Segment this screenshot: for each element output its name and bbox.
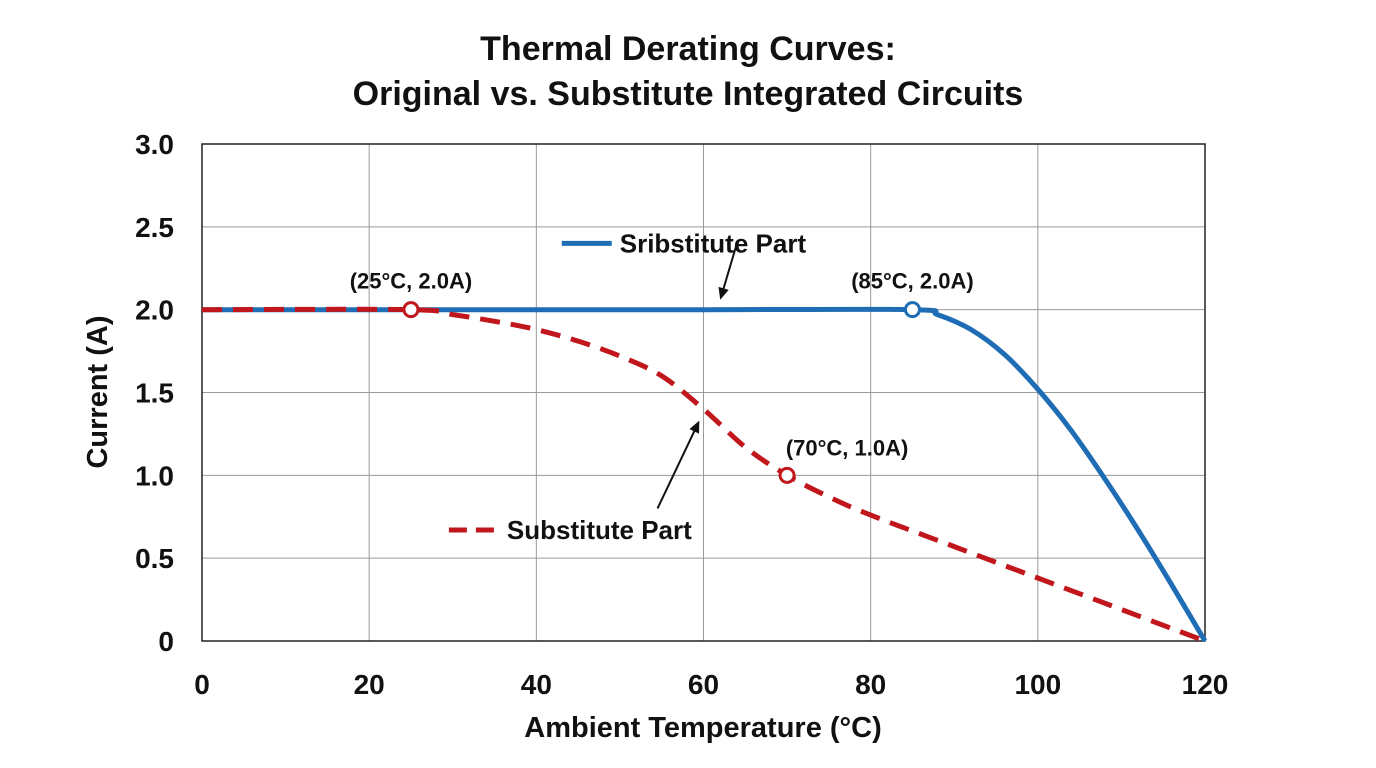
x-axis-label: Ambient Temperature (°C) [524,712,882,744]
data-markers: (25°C, 2.0A) (85°C, 2.0A) (70°C, 1.0A) [350,269,974,484]
data-point-marker [903,301,921,319]
x-tick-label: 100 [1014,669,1061,700]
data-point-label: (85°C, 2.0A) [851,269,974,294]
x-tick-label: 80 [855,669,886,700]
data-point-label: (25°C, 2.0A) [350,269,473,294]
series-lines [201,306,1208,644]
y-tick-label: 0 [158,626,174,657]
x-tick-label: 40 [521,669,552,700]
annotation-arrow-head [689,420,700,434]
annotation-arrow-line [722,243,738,291]
x-tick-label: 60 [688,669,719,700]
grid-lines [201,143,1206,642]
annotation-arrow-line [656,429,696,509]
legend-label: Sribstitute Part [620,228,807,258]
y-tick-label: 3.0 [135,129,174,160]
tick-labels: 0 20 40 60 80 100 120 0 0.5 1.0 1.5 2.0 2.5 3.0 [135,129,1228,700]
y-tick-label: 2.0 [135,295,174,326]
y-tick-label: 2.5 [135,212,174,243]
x-tick-label: 120 [1182,669,1229,700]
y-tick-label: 1.5 [135,378,174,409]
chart-title-line-2: Original vs. Substitute Integrated Circu… [353,75,1024,113]
y-axis-label: Current (A) [82,315,114,468]
legend: Sribstitute Part Substitute Part [448,228,807,545]
series-line [202,306,1208,643]
y-tick-label: 1.0 [135,460,174,491]
legend-label: Substitute Part [507,515,692,545]
annotation-arrows [656,243,738,509]
y-tick-label: 0.5 [135,543,174,574]
x-tick-label: 20 [354,669,385,700]
data-point-marker [402,301,420,319]
annotation-arrow-head [718,286,729,300]
x-tick-label: 0 [194,669,210,700]
series-line [201,306,1206,644]
data-point-marker [778,466,796,484]
plot-frame [201,143,1206,642]
data-point-label: (70°C, 1.0A) [786,435,909,460]
chart-title-line-1: Thermal Derating Curves: [480,30,896,68]
